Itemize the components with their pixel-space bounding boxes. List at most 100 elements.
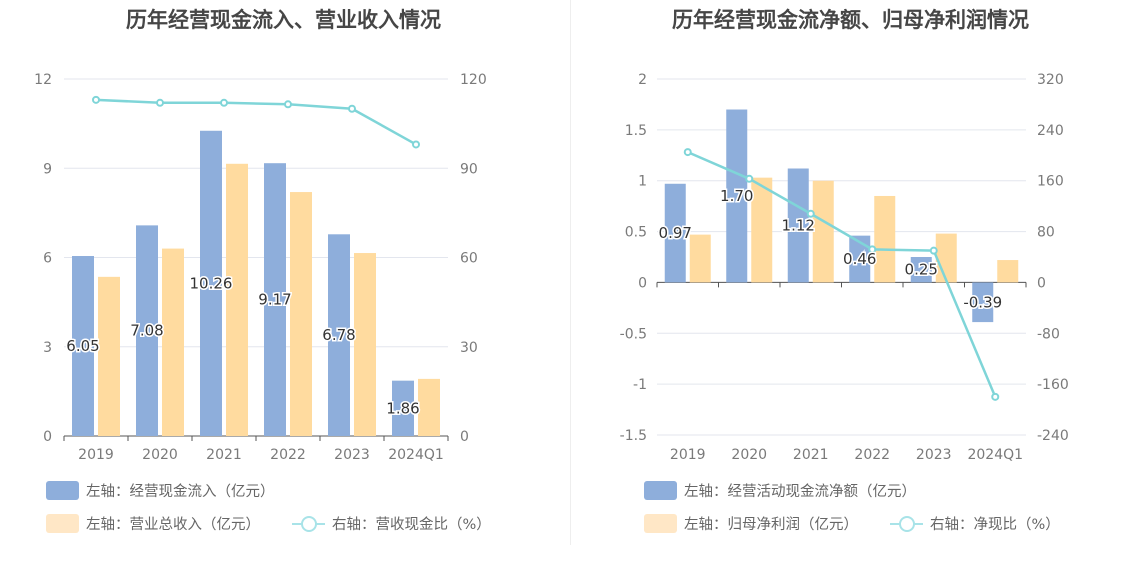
legend-swatch-bar-orange (644, 514, 677, 533)
right-axis-tick-label: 80 (1037, 225, 1055, 241)
line-point (156, 98, 164, 107)
chart-title-left: 历年经营现金流入、营业收入情况 (126, 8, 441, 32)
line-point (929, 246, 938, 255)
legend-label: 左轴：经营活动现金流净额（亿元） (684, 484, 916, 500)
right-axis-tick-label: 0 (1037, 275, 1046, 291)
bar-series-2 (812, 180, 834, 283)
bar-series-1 (787, 168, 809, 283)
right-axis-tick-label: 30 (460, 340, 478, 356)
bar-series-2 (689, 234, 711, 283)
legend-item-cash-inflow[interactable]: 左轴：经营现金流入（亿元） (46, 480, 275, 501)
data-label: 9.17 (258, 291, 291, 309)
right-axis-tick-label: 160 (1037, 174, 1064, 190)
legend-item-ratio[interactable]: 右轴：营收现金比（%） (292, 513, 491, 534)
legend-swatch-bar-blue (644, 481, 677, 500)
bar-series-1 (264, 163, 286, 436)
left-axis-tick-label: -1.5 (620, 428, 647, 444)
legend-label: 右轴：营收现金比（%） (332, 517, 491, 533)
left-axis-tick-label: 2 (638, 72, 647, 88)
left-axis-tick-label: -0.5 (620, 326, 647, 342)
legend-item-net-cash[interactable]: 左轴：经营活动现金流净额（亿元） (644, 480, 916, 501)
legend-item-revenue[interactable]: 左轴：营业总收入（亿元） (46, 513, 260, 534)
category-label: 2019 (670, 447, 706, 463)
line-point (412, 140, 420, 149)
chart-panel-left: 历年经营现金流入、营业收入情况 0 3 6 9 12 0 30 60 90 120 2019 2020… (34, 8, 491, 534)
data-label: 1.86 (386, 399, 419, 417)
line-point (220, 98, 228, 107)
bar-series-2 (751, 177, 773, 283)
category-label: 2024Q1 (967, 447, 1023, 463)
right-axis-tick-label: 120 (460, 72, 487, 88)
left-axis-tick-label: 9 (43, 161, 52, 177)
category-label: 2020 (731, 447, 767, 463)
data-label: 0.97 (659, 224, 692, 242)
bar-series-1 (392, 380, 414, 436)
bar-series-2 (162, 248, 184, 436)
data-label: 1.12 (782, 216, 815, 234)
left-axis-tick-label: -1 (633, 377, 647, 393)
bar-series-1 (910, 257, 932, 283)
data-label: 6.78 (322, 326, 355, 344)
bar-series-1 (200, 130, 222, 436)
chart-panel-right: 历年经营现金流净额、归母净利润情况 -1.5 -1 -0.5 0 0.5 1 1.5 2 -24… (567, 0, 1134, 582)
bar-series-1 (849, 235, 871, 283)
data-label: 6.05 (66, 337, 99, 355)
chart-right: -1.5 -1 -0.5 0 0.5 1 1.5 2 -240 -160 -80 0 80 160 240 3… (620, 72, 1069, 463)
legend-label: 左轴：营业总收入（亿元） (86, 517, 260, 533)
category-label: 2019 (78, 447, 114, 463)
data-label: 7.08 (130, 322, 163, 340)
bar-series-2 (226, 163, 248, 436)
line-point (348, 104, 356, 113)
legend-label: 左轴：归母净利润（亿元） (684, 517, 858, 533)
bar-series-1 (726, 109, 748, 283)
legend-item-net-profit[interactable]: 左轴：归母净利润（亿元） (644, 513, 858, 534)
line-series (687, 150, 997, 398)
legend-item-net-ratio[interactable]: 右轴：净现比（%） (890, 513, 1060, 534)
left-axis-tick-label: 0 (638, 275, 647, 291)
right-axis-tick-label: 0 (460, 429, 469, 445)
left-axis-tick-label: 1.5 (625, 123, 647, 139)
right-axis-tick-label: 240 (1037, 123, 1064, 139)
left-axis-tick-label: 6 (43, 251, 52, 267)
panel-divider (570, 0, 571, 545)
bar-series-1 (664, 183, 686, 283)
category-label: 2021 (206, 447, 242, 463)
line-point (868, 245, 877, 254)
left-axis-tick-label: 12 (34, 72, 52, 88)
line-point (683, 148, 692, 157)
legend-label: 右轴：净现比（%） (930, 517, 1060, 533)
legend-swatch-bar-orange (46, 514, 79, 533)
line-point (991, 392, 1000, 401)
bar-series-1 (136, 225, 158, 436)
bar-series-2 (874, 195, 896, 283)
category-label: 2024Q1 (388, 447, 444, 463)
right-axis-tick-label: 320 (1037, 72, 1064, 88)
legend-swatch-bar-blue (46, 481, 79, 500)
bar-series-1 (72, 256, 94, 436)
category-label: 2023 (916, 447, 952, 463)
bar-series-2 (290, 192, 312, 436)
category-label: 2022 (854, 447, 890, 463)
bar-series-1 (972, 282, 994, 323)
right-axis-tick-label: -160 (1037, 377, 1069, 393)
data-label: 1.70 (720, 187, 753, 205)
line-point (806, 209, 815, 218)
line-point (745, 174, 754, 183)
category-label: 2022 (270, 447, 306, 463)
category-label: 2023 (334, 447, 370, 463)
right-axis-tick-label: 90 (460, 161, 478, 177)
bar-series-2 (98, 276, 120, 436)
bar-series-2 (418, 378, 440, 436)
line-point (284, 100, 292, 109)
data-label: 0.46 (843, 250, 876, 268)
chart-title-right: 历年经营现金流净额、归母净利润情况 (672, 8, 1029, 32)
left-axis-tick-label: 1 (638, 174, 647, 190)
data-label: -0.39 (963, 293, 1002, 311)
right-axis-tick-label: -80 (1037, 326, 1060, 342)
bar-series-2 (354, 253, 376, 436)
bar-series-2 (935, 233, 957, 283)
category-label: 2021 (793, 447, 829, 463)
line-series (95, 98, 417, 146)
legend-swatch-line-icon (890, 514, 923, 533)
